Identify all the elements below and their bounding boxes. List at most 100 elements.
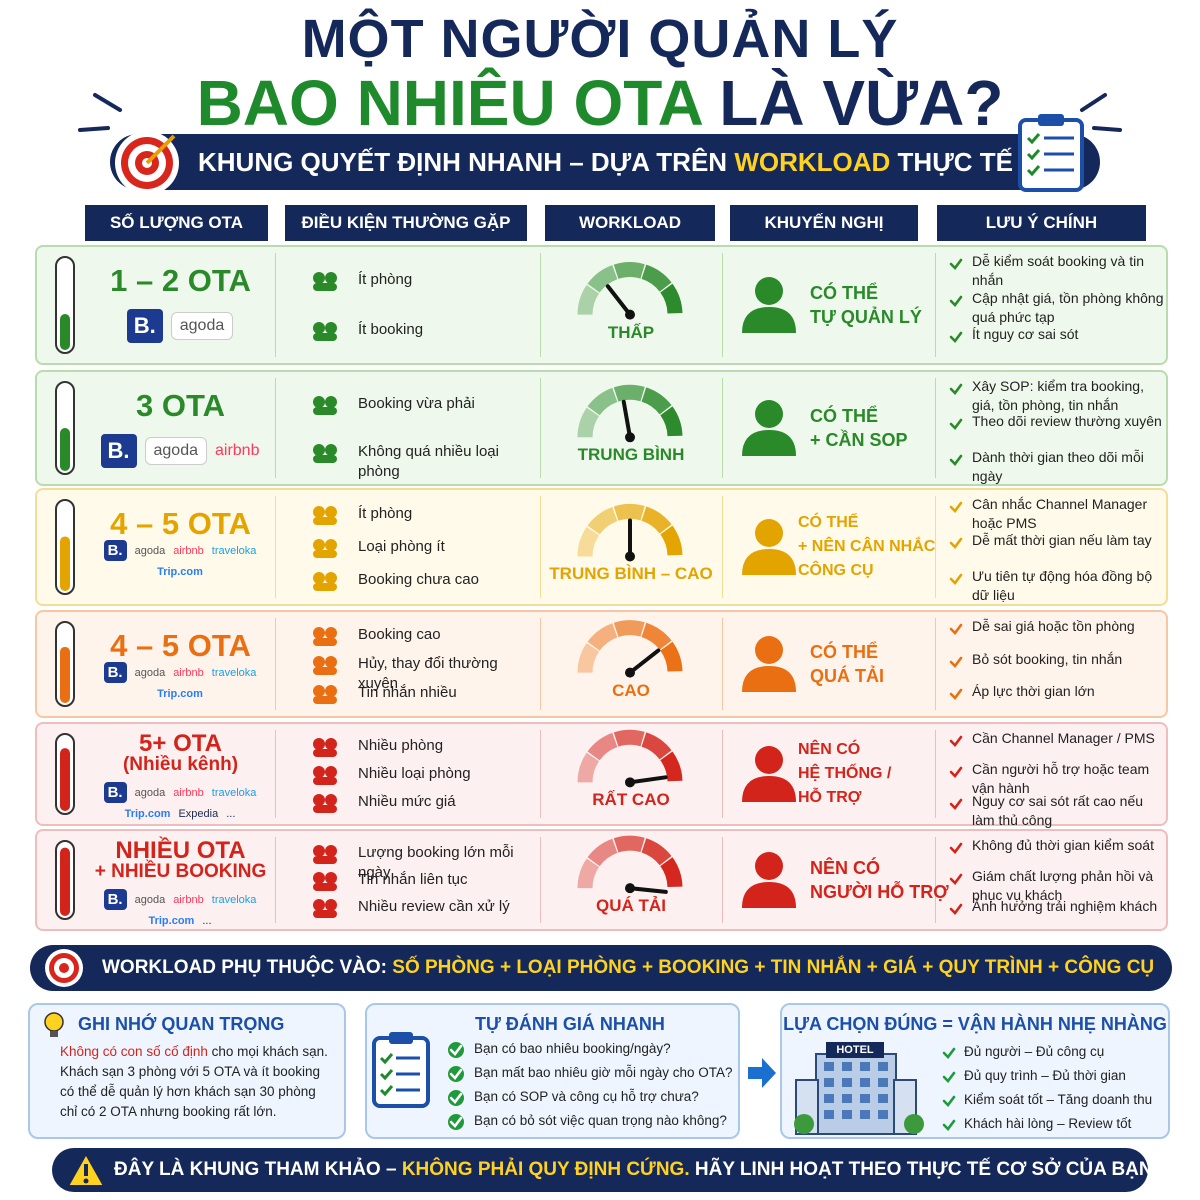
ota-logo: Trip.com bbox=[148, 915, 195, 927]
column-divider bbox=[722, 253, 723, 357]
ota-count: (Nhiều kênh) bbox=[122, 754, 239, 775]
recommendation-icon bbox=[742, 519, 796, 575]
condition-icon bbox=[313, 685, 337, 705]
condition-text: Nhiều review cần xử lý bbox=[358, 898, 510, 916]
check-icon bbox=[448, 1114, 464, 1130]
check-icon bbox=[949, 656, 963, 668]
table-row bbox=[35, 370, 1168, 486]
note-text: Không đủ thời gian kiểm soát bbox=[972, 837, 1154, 853]
ota-logo: airbnb bbox=[173, 544, 204, 557]
note-text: Cần Channel Manager / PMS bbox=[972, 730, 1155, 746]
column-divider bbox=[935, 618, 936, 710]
check-icon bbox=[949, 537, 963, 549]
column-header: LƯU Ý CHÍNH bbox=[937, 205, 1146, 241]
ota-logo: airbnb bbox=[173, 893, 204, 906]
target-icon bbox=[45, 949, 83, 987]
subtitle-start: KHUNG QUYẾT ĐỊNH NHANH – DỰA TRÊN bbox=[198, 147, 728, 177]
ota-logo: agoda bbox=[134, 666, 166, 679]
logo-row: B. agoda airbnb traveloka Trip.com... bbox=[85, 889, 275, 927]
ota-logo: traveloka bbox=[211, 666, 257, 679]
condition-text: Nhiều mức giá bbox=[358, 793, 456, 810]
recommendation-text: HỆ THỐNG / bbox=[798, 765, 892, 782]
right-choice-item: Đủ người – Đủ công cụ bbox=[964, 1044, 1105, 1059]
condition-text: Loại phòng ít bbox=[358, 538, 445, 555]
note-text: Áp lực thời gian lớn bbox=[972, 683, 1095, 700]
check-icon bbox=[949, 383, 963, 395]
title-line-1: MỘT NGƯỜI QUẢN LÝ bbox=[301, 9, 899, 69]
title-rest: LÀ VỪA? bbox=[719, 67, 1004, 139]
thermometer bbox=[55, 733, 75, 815]
recommendation-text: CÓ THỂ bbox=[810, 283, 879, 303]
condition-icon bbox=[313, 539, 337, 558]
condition-icon bbox=[313, 872, 337, 891]
ota-count: 3 OTA bbox=[136, 388, 225, 423]
column-divider bbox=[722, 837, 723, 923]
check-icon bbox=[448, 1066, 464, 1082]
workload-gauge bbox=[577, 384, 683, 443]
column-header: SỐ LƯỢNG OTA bbox=[85, 205, 268, 241]
check-icon bbox=[448, 1090, 464, 1106]
column-header: ĐIỀU KIỆN THƯỜNG GẶP bbox=[285, 205, 527, 241]
ota-count: 5+ OTA bbox=[139, 730, 222, 757]
recommendation-text: NÊN CÓ bbox=[798, 741, 861, 758]
ota-count: 4 – 5 OTA bbox=[110, 506, 251, 541]
remember-title: GHI NHỚ QUAN TRỌNG bbox=[78, 1014, 285, 1034]
column-divider bbox=[935, 378, 936, 478]
title-line-2: BAO NHIÊU OTA LÀ VỪA? bbox=[0, 66, 1200, 140]
note-text: Dễ sai giá hoặc tồn phòng bbox=[972, 618, 1135, 634]
footer-start: ĐÂY LÀ KHUNG THAM KHẢO – bbox=[114, 1159, 397, 1180]
recommendation-icon bbox=[742, 277, 796, 333]
condition-icon bbox=[313, 506, 337, 526]
condition-icon bbox=[313, 844, 337, 864]
check-icon bbox=[949, 573, 963, 585]
note-text: Ưu tiên tự động hóa đồng bộ dữ liệu bbox=[972, 568, 1153, 603]
ota-logo: B. bbox=[103, 540, 127, 561]
ota-logo: ... bbox=[202, 915, 212, 927]
column-divider bbox=[275, 496, 276, 598]
self-check-title: TỰ ĐÁNH GIÁ NHANH bbox=[475, 1014, 665, 1034]
condition-icon bbox=[313, 899, 337, 919]
note-text: Giám chất lượng phản hồi và phục vụ khác… bbox=[972, 867, 1154, 903]
factors-bar: WORKLOAD PHỤ THUỘC VÀO: SỐ PHÒNG + LOẠI … bbox=[30, 945, 1172, 991]
ota-count: 1 – 2 OTA bbox=[110, 263, 251, 298]
column-divider bbox=[935, 730, 936, 818]
condition-text: Tin nhắn liên tục bbox=[358, 871, 468, 888]
recommendation-icon bbox=[742, 852, 796, 908]
condition-icon bbox=[313, 794, 337, 813]
accent-line bbox=[93, 93, 122, 112]
logo-row: B. agoda airbnb traveloka Trip.com Expedia... bbox=[85, 782, 275, 820]
condition-text: Nhiều phòng bbox=[358, 737, 444, 754]
check-icon bbox=[949, 295, 963, 307]
check-icon bbox=[949, 873, 963, 885]
ota-logo: traveloka bbox=[211, 786, 257, 799]
bulb-icon bbox=[44, 1012, 64, 1037]
condition-text: Ít phòng bbox=[358, 271, 413, 288]
ota-logo: Trip.com bbox=[124, 808, 171, 820]
condition-text: Ít booking bbox=[358, 321, 424, 338]
check-icon bbox=[949, 454, 963, 466]
ota-logo: agoda bbox=[134, 544, 166, 557]
check-icon bbox=[949, 798, 963, 810]
column-divider bbox=[722, 618, 723, 710]
check-icon bbox=[942, 1119, 956, 1131]
column-divider bbox=[275, 618, 276, 710]
footer-bar: ĐÂY LÀ KHUNG THAM KHẢO – KHÔNG PHẢI QUY … bbox=[52, 1148, 1159, 1192]
title-highlight: BAO NHIÊU OTA bbox=[196, 67, 702, 139]
workload-label: THẤP bbox=[607, 322, 655, 342]
factors-items: SỐ PHÒNG + LOẠI PHÒNG + BOOKING + TIN NH… bbox=[392, 957, 1155, 978]
self-check-item: Bạn có bỏ sót việc quan trọng nào không? bbox=[474, 1113, 727, 1128]
column-divider bbox=[540, 618, 541, 710]
logo-row: B. agoda bbox=[85, 309, 275, 343]
workload-gauge bbox=[577, 835, 683, 894]
remember-body: Không có con số cố định cho mọi khách sạ… bbox=[60, 1042, 336, 1122]
right-choice-item: Đủ quy trình – Đủ thời gian bbox=[964, 1068, 1126, 1083]
condition-icon bbox=[313, 396, 337, 415]
column-divider bbox=[540, 837, 541, 923]
note-text: Xây SOP: kiểm tra booking, giá, tồn phòn… bbox=[972, 378, 1144, 413]
note-text: Cân nhắc Channel Manager hoặc PMS bbox=[972, 496, 1148, 531]
column-divider bbox=[275, 378, 276, 478]
ota-logo: agoda bbox=[144, 437, 207, 465]
ota-logo: B. bbox=[103, 782, 127, 803]
self-check-item: Bạn có SOP và công cụ hỗ trợ chưa? bbox=[474, 1089, 699, 1104]
condition-text: Booking cao bbox=[358, 625, 441, 643]
